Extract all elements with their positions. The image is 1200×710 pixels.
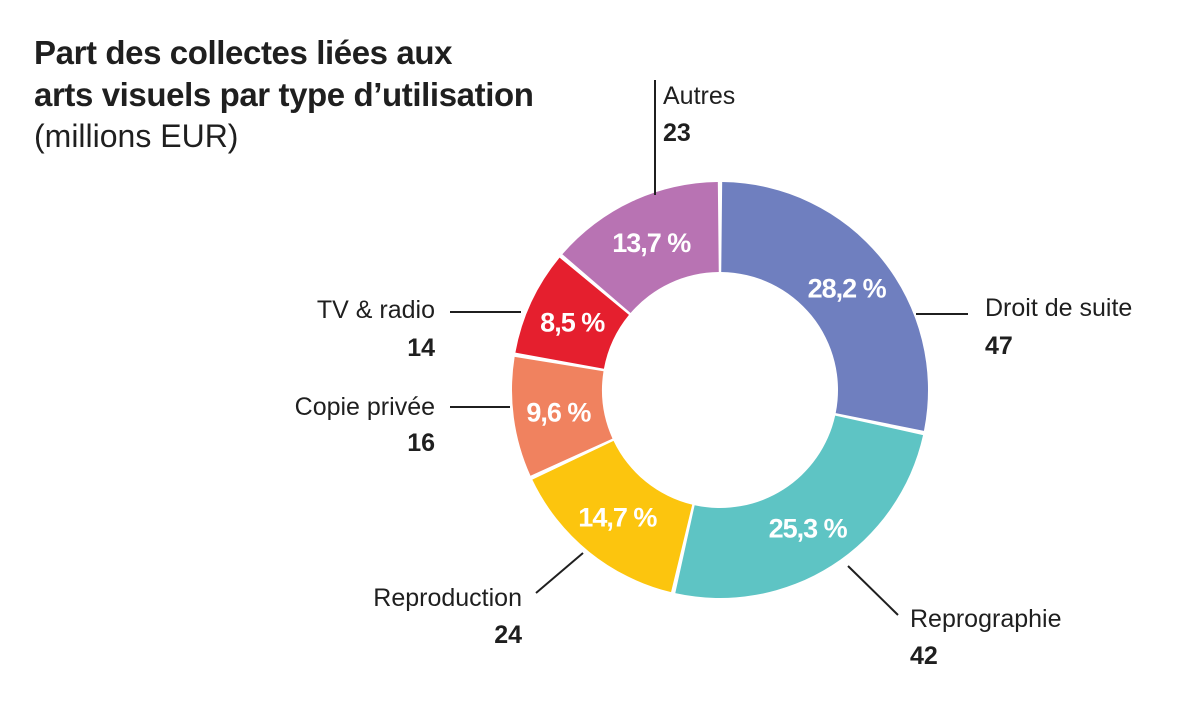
percent-label-copie-privee: 9,6 % <box>526 398 591 428</box>
chart-title-block: Part des collectes liées aux arts visuel… <box>34 32 634 156</box>
category-callouts: Droit de suite 47 Reprographie 42 Reproducti… <box>295 82 1133 670</box>
percent-label-reprographie: 25,3 % <box>769 513 848 543</box>
donut-slices <box>512 182 928 598</box>
chart-title-line-1: Part des collectes liées aux <box>34 34 453 71</box>
percent-labels: 28,2 % 25,3 % 14,7 % 9,6 % 8,5 % 13,7 % <box>526 228 887 543</box>
percent-label-droit-de-suite: 28,2 % <box>808 273 887 303</box>
category-value-autres: 23 <box>663 119 691 147</box>
category-value-copie-privee: 16 <box>407 429 435 457</box>
donut-slice-reprographie <box>675 415 924 598</box>
donut-slice-copie-privee <box>512 356 613 476</box>
percent-label-reproduction: 14,7 % <box>578 503 657 533</box>
category-value-reprographie: 42 <box>910 642 938 670</box>
donut-slice-tv-and-radio <box>515 257 629 369</box>
chart-subtitle: (millions EUR) <box>34 118 239 154</box>
category-label-reproduction: Reproduction <box>373 584 522 612</box>
donut-slice-droit-de-suite <box>721 182 928 431</box>
percent-label-autres: 13,7 % <box>612 228 691 258</box>
category-value-droit-de-suite: 47 <box>985 332 1013 360</box>
category-label-copie-privee: Copie privée <box>295 393 435 421</box>
donut-slice-autres <box>562 182 719 314</box>
category-value-tv-and-radio: 14 <box>407 334 435 362</box>
category-value-reproduction: 24 <box>494 621 522 649</box>
category-label-autres: Autres <box>663 82 735 110</box>
category-label-droit-de-suite: Droit de suite <box>985 294 1132 322</box>
category-label-tv-and-radio: TV & radio <box>317 296 435 324</box>
leader-line-reprographie <box>847 565 899 616</box>
donut-slice-reproduction <box>532 440 693 593</box>
chart-title-line-2: arts visuels par type d’utilisation <box>34 76 534 113</box>
percent-label-tv-and-radio: 8,5 % <box>540 307 605 337</box>
category-label-reprographie: Reprographie <box>910 605 1062 633</box>
leader-line-reproduction <box>535 552 584 594</box>
leader-lines <box>450 80 968 616</box>
